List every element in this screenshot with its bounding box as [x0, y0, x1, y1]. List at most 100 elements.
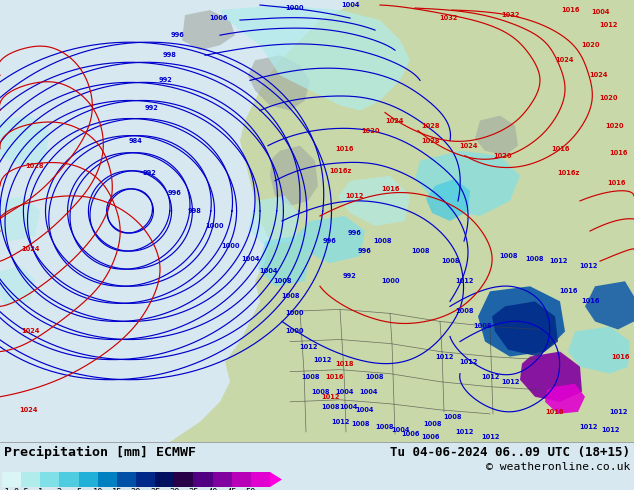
Text: 5: 5	[76, 488, 81, 490]
Text: © weatheronline.co.uk: © weatheronline.co.uk	[486, 462, 630, 472]
Text: 1012: 1012	[609, 409, 627, 415]
Text: 1004: 1004	[359, 389, 377, 395]
Polygon shape	[248, 196, 300, 246]
Text: 1016: 1016	[609, 149, 627, 156]
Text: 998: 998	[163, 52, 177, 58]
Text: 1024: 1024	[589, 73, 607, 78]
Polygon shape	[248, 55, 310, 111]
Text: 1004: 1004	[591, 9, 609, 15]
Polygon shape	[270, 472, 282, 487]
Bar	[21, 472, 41, 487]
Text: 1012: 1012	[579, 263, 597, 269]
Text: 0.5: 0.5	[13, 488, 29, 490]
Text: 1006: 1006	[401, 431, 419, 437]
Text: 40: 40	[207, 488, 218, 490]
Polygon shape	[338, 176, 410, 226]
Polygon shape	[492, 301, 558, 357]
Text: 1008: 1008	[311, 389, 329, 395]
Text: 1008: 1008	[456, 308, 474, 315]
Text: 1008: 1008	[366, 374, 384, 380]
Text: 1000: 1000	[381, 278, 399, 284]
Text: 1004: 1004	[391, 427, 410, 433]
Bar	[251, 472, 270, 487]
Polygon shape	[0, 196, 40, 241]
Text: 1004: 1004	[241, 256, 259, 262]
Text: Precipitation [mm] ECMWF: Precipitation [mm] ECMWF	[4, 446, 196, 459]
Bar	[174, 472, 193, 487]
Text: 996: 996	[358, 248, 372, 254]
Text: 1012: 1012	[598, 22, 618, 28]
Text: 1024: 1024	[21, 328, 39, 335]
Text: 1028: 1028	[421, 122, 439, 128]
Text: 1012: 1012	[601, 427, 619, 433]
Bar	[79, 472, 98, 487]
Text: 15: 15	[112, 488, 122, 490]
Text: 1012: 1012	[481, 434, 499, 440]
Bar	[60, 472, 79, 487]
Text: 1: 1	[37, 488, 43, 490]
Polygon shape	[258, 236, 310, 286]
Text: 1024: 1024	[459, 143, 477, 148]
Text: 1012: 1012	[313, 357, 331, 363]
Polygon shape	[170, 0, 634, 442]
Text: 1008: 1008	[273, 278, 291, 284]
Text: 992: 992	[343, 273, 357, 279]
Text: 996: 996	[168, 190, 182, 196]
Text: 1016: 1016	[611, 354, 630, 360]
Text: 1016: 1016	[546, 409, 564, 415]
Text: 1016: 1016	[551, 146, 569, 152]
Text: 1020: 1020	[493, 153, 511, 159]
Polygon shape	[520, 352, 582, 402]
Text: 20: 20	[131, 488, 141, 490]
Text: 1008: 1008	[281, 294, 299, 299]
Text: 1024: 1024	[556, 57, 574, 63]
Text: 1016: 1016	[607, 180, 625, 186]
Text: 1012: 1012	[436, 354, 454, 360]
Text: 1004: 1004	[340, 2, 359, 8]
Polygon shape	[545, 384, 585, 414]
Text: 1008: 1008	[411, 248, 429, 254]
Text: 1016: 1016	[560, 7, 579, 13]
Text: 1008: 1008	[373, 238, 391, 244]
Polygon shape	[426, 179, 470, 221]
Text: 1032: 1032	[439, 15, 457, 21]
Text: 1016z: 1016z	[329, 168, 351, 174]
Text: 1004: 1004	[336, 389, 354, 395]
Polygon shape	[295, 216, 365, 263]
Text: 1008: 1008	[473, 323, 491, 329]
Polygon shape	[0, 266, 35, 306]
Bar	[2, 472, 21, 487]
Text: 25: 25	[150, 488, 160, 490]
Text: 1008: 1008	[441, 258, 459, 264]
Text: 1032: 1032	[501, 12, 519, 18]
Text: 1000: 1000	[206, 223, 224, 229]
Text: 1008: 1008	[351, 421, 369, 427]
Text: 0.1: 0.1	[0, 488, 10, 490]
Text: 1012: 1012	[321, 394, 339, 400]
Bar	[136, 472, 155, 487]
Text: 1018: 1018	[336, 361, 354, 367]
Text: 996: 996	[171, 32, 185, 38]
Text: 1012: 1012	[299, 343, 317, 349]
Bar	[41, 472, 60, 487]
Text: 1012: 1012	[459, 359, 477, 365]
Text: 1024: 1024	[19, 407, 37, 413]
Text: 984: 984	[129, 138, 143, 144]
Text: 1012: 1012	[346, 193, 365, 199]
Polygon shape	[270, 146, 318, 206]
Text: 1008: 1008	[301, 374, 320, 380]
Text: 1016: 1016	[336, 146, 354, 152]
Text: 1008: 1008	[499, 253, 517, 259]
Text: 1024: 1024	[385, 118, 404, 123]
Text: 1012: 1012	[579, 424, 597, 430]
Text: 1020: 1020	[581, 42, 599, 48]
Text: 996: 996	[323, 238, 337, 244]
Text: 1012: 1012	[456, 278, 474, 284]
Text: 1008: 1008	[423, 421, 441, 427]
Bar	[117, 472, 136, 487]
Bar	[212, 472, 231, 487]
Bar	[193, 472, 212, 487]
Text: 1004: 1004	[259, 268, 277, 274]
Text: 2: 2	[57, 488, 62, 490]
Polygon shape	[0, 116, 50, 166]
